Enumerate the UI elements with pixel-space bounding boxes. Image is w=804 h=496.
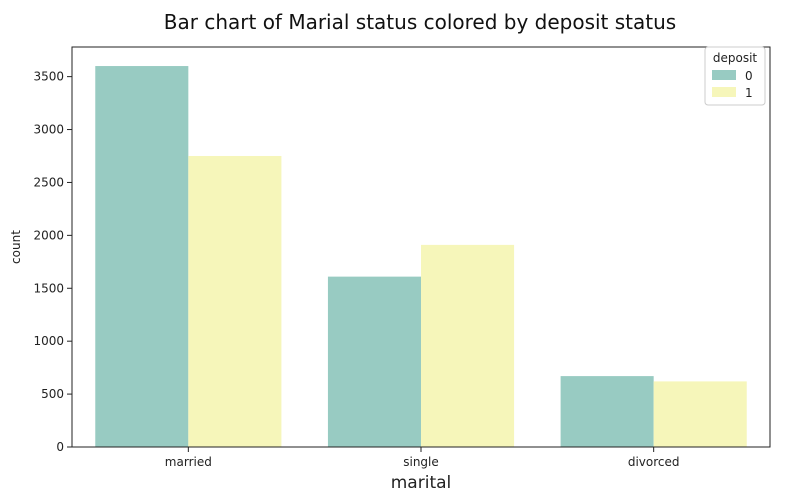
x-axis-label: marital: [391, 473, 452, 493]
x-tick-label: divorced: [628, 455, 680, 469]
y-axis-label: count: [9, 230, 23, 264]
y-tick-label: 0: [56, 440, 64, 454]
legend-swatch-1: [712, 87, 736, 97]
legend: deposit 0 1: [704, 46, 766, 106]
bar-married-deposit-0: [95, 66, 189, 448]
bar-single-deposit-0: [327, 276, 421, 447]
y-axis: 0 500 1000 1500 2000 2500 3000 3500: [33, 70, 72, 454]
y-tick-label: 3000: [33, 123, 64, 137]
legend-title: deposit: [713, 51, 758, 65]
y-tick-label: 500: [41, 387, 64, 401]
legend-swatch-0: [712, 70, 736, 80]
y-tick-label: 1000: [33, 334, 64, 348]
bars-group: [95, 66, 747, 448]
chart-title: Bar chart of Marial status colored by de…: [163, 10, 677, 34]
bar-divorced-deposit-0: [560, 376, 654, 447]
legend-label-1: 1: [745, 86, 753, 100]
legend-label-0: 0: [745, 69, 753, 83]
x-tick-label: married: [165, 455, 212, 469]
bar-married-deposit-1: [188, 155, 282, 448]
x-tick-label: single: [403, 455, 439, 469]
bar-single-deposit-1: [421, 244, 515, 447]
y-tick-label: 2500: [33, 175, 64, 189]
x-axis: married single divorced: [165, 447, 680, 469]
y-tick-label: 1500: [33, 281, 64, 295]
y-tick-label: 3500: [33, 70, 64, 84]
y-tick-label: 2000: [33, 228, 64, 242]
plot-frame: [71, 46, 771, 448]
bar-divorced-deposit-1: [653, 381, 747, 447]
